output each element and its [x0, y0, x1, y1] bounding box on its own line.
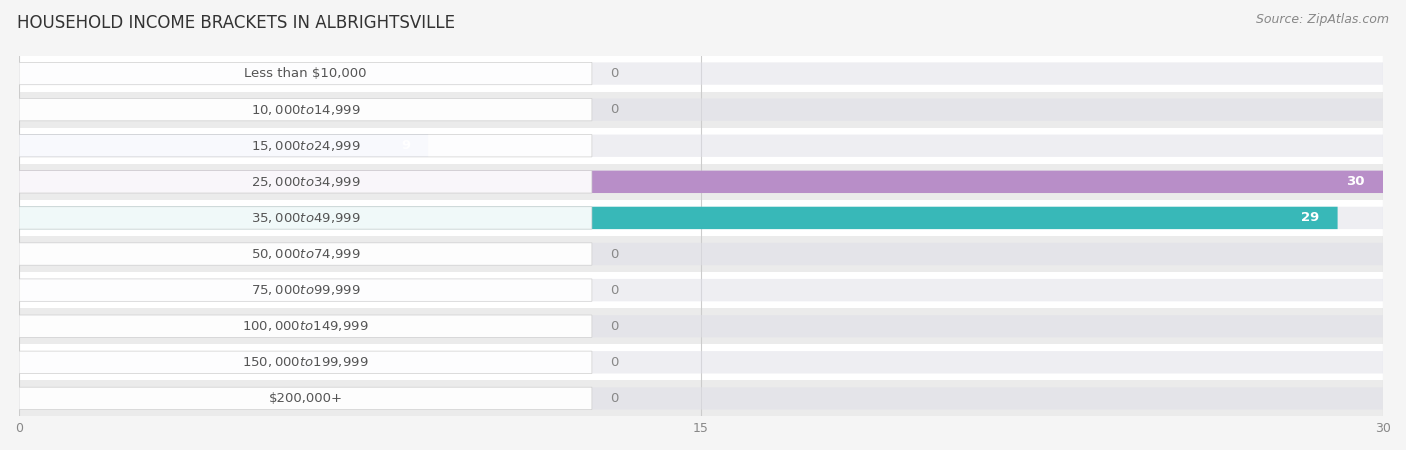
FancyBboxPatch shape [20, 243, 592, 265]
FancyBboxPatch shape [20, 279, 592, 302]
FancyBboxPatch shape [20, 315, 592, 338]
Text: 0: 0 [610, 67, 619, 80]
Bar [20, 380, 1384, 416]
Text: 0: 0 [610, 248, 619, 261]
Text: $25,000 to $34,999: $25,000 to $34,999 [250, 175, 360, 189]
FancyBboxPatch shape [20, 99, 592, 121]
Bar [20, 92, 1384, 128]
Text: $50,000 to $74,999: $50,000 to $74,999 [250, 247, 360, 261]
Text: Less than $10,000: Less than $10,000 [245, 67, 367, 80]
FancyBboxPatch shape [20, 387, 1384, 410]
FancyBboxPatch shape [20, 99, 1384, 121]
Text: 0: 0 [610, 320, 619, 333]
FancyBboxPatch shape [20, 135, 1384, 157]
Bar [20, 55, 1384, 92]
FancyBboxPatch shape [20, 387, 592, 410]
Text: $10,000 to $14,999: $10,000 to $14,999 [250, 103, 360, 117]
Text: 0: 0 [610, 103, 619, 116]
FancyBboxPatch shape [20, 207, 592, 229]
Text: 30: 30 [1347, 176, 1365, 189]
Text: $75,000 to $99,999: $75,000 to $99,999 [250, 283, 360, 297]
Text: Source: ZipAtlas.com: Source: ZipAtlas.com [1256, 14, 1389, 27]
Text: 0: 0 [610, 392, 619, 405]
Text: 0: 0 [610, 356, 619, 369]
FancyBboxPatch shape [20, 171, 1384, 193]
FancyBboxPatch shape [20, 207, 1337, 229]
Bar [20, 200, 1384, 236]
FancyBboxPatch shape [20, 351, 1384, 374]
Text: 9: 9 [401, 139, 411, 152]
Text: 0: 0 [610, 284, 619, 297]
FancyBboxPatch shape [20, 243, 1384, 265]
FancyBboxPatch shape [20, 63, 592, 85]
FancyBboxPatch shape [20, 135, 429, 157]
Text: HOUSEHOLD INCOME BRACKETS IN ALBRIGHTSVILLE: HOUSEHOLD INCOME BRACKETS IN ALBRIGHTSVI… [17, 14, 456, 32]
FancyBboxPatch shape [20, 171, 1384, 193]
Text: $15,000 to $24,999: $15,000 to $24,999 [250, 139, 360, 153]
Bar [20, 272, 1384, 308]
FancyBboxPatch shape [20, 171, 592, 193]
Text: $200,000+: $200,000+ [269, 392, 343, 405]
FancyBboxPatch shape [20, 279, 1384, 302]
Bar [20, 128, 1384, 164]
Text: $35,000 to $49,999: $35,000 to $49,999 [250, 211, 360, 225]
Bar [20, 164, 1384, 200]
Bar [20, 308, 1384, 344]
Text: $150,000 to $199,999: $150,000 to $199,999 [242, 356, 368, 369]
Text: 29: 29 [1301, 212, 1319, 225]
FancyBboxPatch shape [20, 315, 1384, 338]
FancyBboxPatch shape [20, 207, 1384, 229]
Text: $100,000 to $149,999: $100,000 to $149,999 [242, 319, 368, 333]
Bar [20, 344, 1384, 380]
FancyBboxPatch shape [20, 63, 1384, 85]
FancyBboxPatch shape [20, 351, 592, 374]
FancyBboxPatch shape [20, 135, 592, 157]
Bar [20, 236, 1384, 272]
